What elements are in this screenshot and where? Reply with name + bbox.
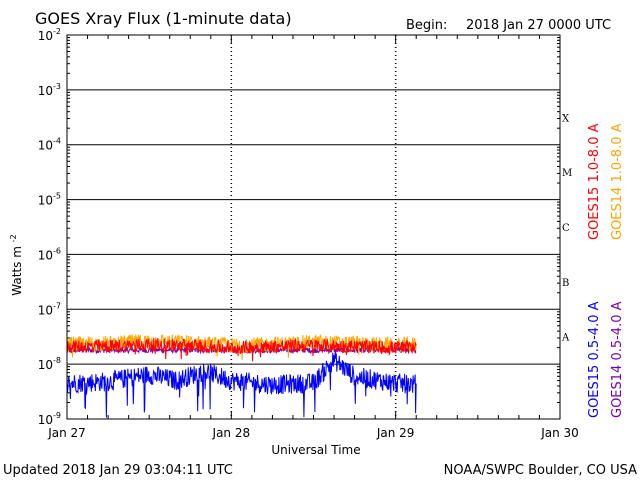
y-tick-label: 10-7 xyxy=(38,301,61,317)
source-credit: NOAA/SWPC Boulder, CO USA xyxy=(444,463,637,478)
y-tick-exponent: -9 xyxy=(53,411,61,420)
y-tick-label: 10-5 xyxy=(38,192,61,208)
y-tick-base: 10 xyxy=(38,248,53,262)
begin-value: 2018 Jan 27 0000 UTC xyxy=(466,18,611,33)
flare-class-a: A xyxy=(561,333,570,344)
x-tick-label: Jan 28 xyxy=(212,426,251,440)
y-tick-label: 10-3 xyxy=(38,82,61,98)
flare-class-x: X xyxy=(562,113,570,124)
y-tick-label: 10-2 xyxy=(38,27,61,43)
y-tick-base: 10 xyxy=(38,358,53,372)
y-tick-exponent: -6 xyxy=(53,246,61,255)
y-tick-exponent: -4 xyxy=(53,137,61,146)
series-line-goes15-1-0-8-0-a xyxy=(66,337,417,362)
legend: GOES15 1.0-8.0 A GOES14 1.0-8.0 A GOES15… xyxy=(587,123,625,418)
legend-goes15-short: GOES15 0.5-4.0 A xyxy=(587,301,602,418)
y-tick-exponent: -7 xyxy=(53,301,61,310)
chart-title: GOES Xray Flux (1-minute data) xyxy=(35,9,292,28)
flare-class-m: M xyxy=(562,168,572,179)
begin-label: Begin: xyxy=(406,18,447,33)
y-tick-exponent: -2 xyxy=(53,27,61,36)
y-tick-label: 10-6 xyxy=(38,246,61,262)
flare-class-c: C xyxy=(562,223,570,234)
y-axis-label-text: Watts m xyxy=(10,246,24,296)
y-tick-base: 10 xyxy=(38,139,53,153)
x-tick-label: Jan 29 xyxy=(376,426,415,440)
plot-frame xyxy=(66,34,561,420)
x-axis-label: Universal Time xyxy=(271,443,360,457)
y-tick-label: 10-4 xyxy=(38,137,61,153)
y-tick-base: 10 xyxy=(38,194,53,208)
series-line-goes15-0-5-4-0-a xyxy=(66,351,417,418)
x-tick-label: Jan 27 xyxy=(47,426,86,440)
legend-goes15-long: GOES15 1.0-8.0 A xyxy=(587,123,602,240)
flare-class-b: B xyxy=(562,278,569,289)
legend-goes14-long: GOES14 1.0-8.0 A xyxy=(610,123,625,240)
y-tick-base: 10 xyxy=(38,413,53,427)
y-tick-base: 10 xyxy=(38,84,53,98)
y-tick-label: 10-9 xyxy=(38,411,61,427)
y-tick-base: 10 xyxy=(38,29,53,43)
y-tick-label: 10-8 xyxy=(38,356,61,372)
updated-timestamp: Updated 2018 Jan 29 03:04:11 UTC xyxy=(3,463,233,478)
y-axis-label: Watts m -2 xyxy=(9,234,24,295)
y-tick-base: 10 xyxy=(38,303,53,317)
x-tick-label: Jan 30 xyxy=(540,426,579,440)
y-tick-exponent: -5 xyxy=(53,192,61,201)
y-axis-label-exp: -2 xyxy=(9,234,18,242)
y-tick-exponent: -3 xyxy=(53,82,61,91)
y-tick-exponent: -8 xyxy=(53,356,61,365)
legend-goes14-short: GOES14 0.5-4.0 A xyxy=(610,301,625,418)
svg-text:Watts m -2: Watts m -2 xyxy=(9,234,24,295)
